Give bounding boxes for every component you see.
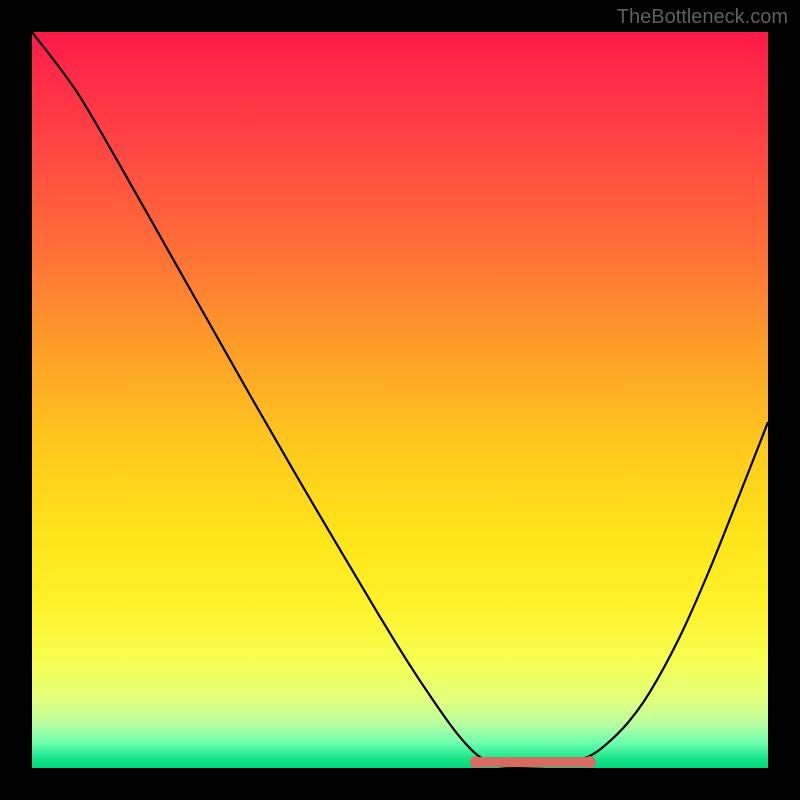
watermark-text: TheBottleneck.com [617,6,788,29]
chart-curve-layer [32,32,768,768]
optimal-range-marker [470,756,596,768]
bottleneck-curve [32,32,768,767]
chart-plot-area [32,32,768,768]
